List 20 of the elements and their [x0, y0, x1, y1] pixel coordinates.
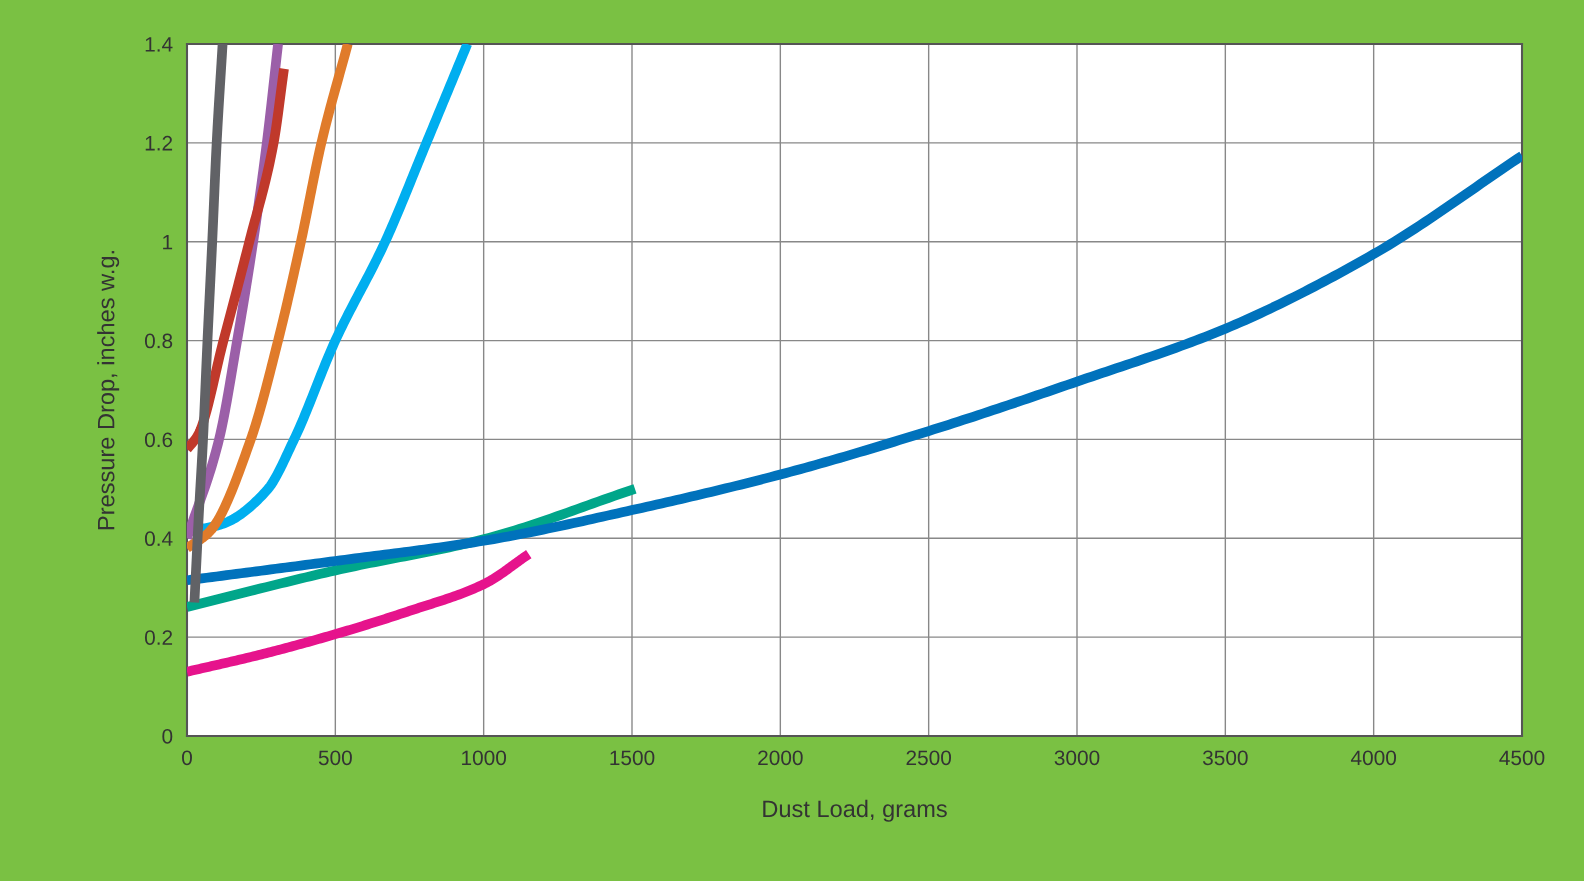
y-axis-title: Pressure Drop, inches w.g.	[97, 251, 120, 530]
x-tick-label: 0	[182, 750, 192, 766]
y-tick-label: 1.4	[145, 37, 173, 52]
x-tick-label: 500	[318, 750, 352, 766]
x-tick-label: 3500	[1202, 750, 1248, 766]
y-tick-label: 1.2	[145, 135, 173, 151]
y-tick-label: 0.6	[144, 432, 173, 448]
y-tick-label: 1	[163, 234, 173, 250]
x-tick-label: 2000	[758, 750, 803, 766]
x-tick-label: 4500	[1499, 750, 1545, 766]
y-tick-label: 0.2	[144, 630, 173, 645]
y-tick-label: 0.8	[144, 333, 173, 349]
x-tick-label: 4000	[1350, 750, 1397, 766]
y-tick-label: 0	[162, 729, 173, 744]
x-tick-label: 1500	[610, 750, 655, 766]
y-tick-label: 0.4	[144, 531, 173, 547]
x-tick-label: 1000	[462, 750, 507, 766]
x-axis-title: Dust Load, grams	[763, 799, 947, 822]
x-tick-label: 3000	[1054, 750, 1100, 766]
x-tick-label: 2500	[906, 750, 952, 766]
